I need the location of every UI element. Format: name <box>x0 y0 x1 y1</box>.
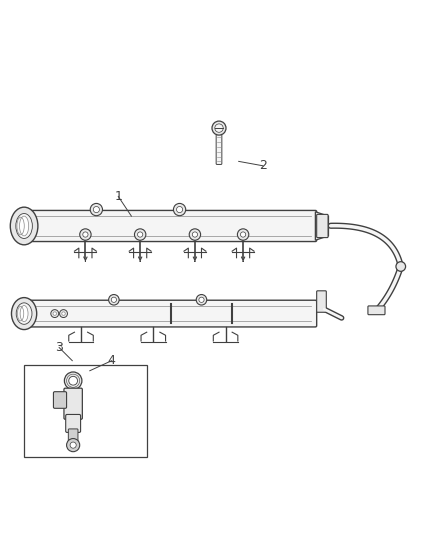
Circle shape <box>196 295 207 305</box>
FancyBboxPatch shape <box>25 211 317 241</box>
Circle shape <box>80 229 91 240</box>
Text: 3: 3 <box>55 341 63 354</box>
Circle shape <box>173 204 186 216</box>
Circle shape <box>67 439 80 451</box>
Circle shape <box>212 121 226 135</box>
Text: 1: 1 <box>114 190 122 203</box>
Circle shape <box>62 312 65 316</box>
FancyBboxPatch shape <box>317 291 326 312</box>
Circle shape <box>199 297 204 302</box>
Ellipse shape <box>10 207 38 245</box>
Circle shape <box>53 312 57 316</box>
FancyBboxPatch shape <box>68 429 78 442</box>
Circle shape <box>215 124 223 132</box>
Text: 4: 4 <box>108 354 116 367</box>
FancyBboxPatch shape <box>317 214 328 238</box>
FancyBboxPatch shape <box>216 134 222 165</box>
Circle shape <box>64 372 82 390</box>
Circle shape <box>189 229 201 240</box>
Circle shape <box>69 376 78 385</box>
Circle shape <box>192 232 198 237</box>
Circle shape <box>83 232 88 237</box>
Circle shape <box>109 295 119 305</box>
FancyBboxPatch shape <box>25 300 317 327</box>
Ellipse shape <box>16 214 32 238</box>
Ellipse shape <box>20 305 28 322</box>
Circle shape <box>138 232 143 237</box>
FancyBboxPatch shape <box>66 415 81 432</box>
Polygon shape <box>315 212 328 240</box>
Circle shape <box>111 297 117 302</box>
Text: 2: 2 <box>259 159 267 172</box>
Ellipse shape <box>11 297 37 329</box>
FancyBboxPatch shape <box>368 306 385 314</box>
Ellipse shape <box>396 262 406 271</box>
Circle shape <box>93 206 99 213</box>
Bar <box>24 365 147 457</box>
Circle shape <box>134 229 146 240</box>
Ellipse shape <box>16 303 32 324</box>
Circle shape <box>177 206 183 213</box>
Circle shape <box>90 204 102 216</box>
Circle shape <box>237 229 249 240</box>
Circle shape <box>70 442 76 448</box>
Circle shape <box>51 310 59 318</box>
Ellipse shape <box>19 216 29 236</box>
FancyBboxPatch shape <box>53 392 67 408</box>
Circle shape <box>60 310 67 318</box>
Circle shape <box>240 232 246 237</box>
FancyBboxPatch shape <box>64 388 82 419</box>
